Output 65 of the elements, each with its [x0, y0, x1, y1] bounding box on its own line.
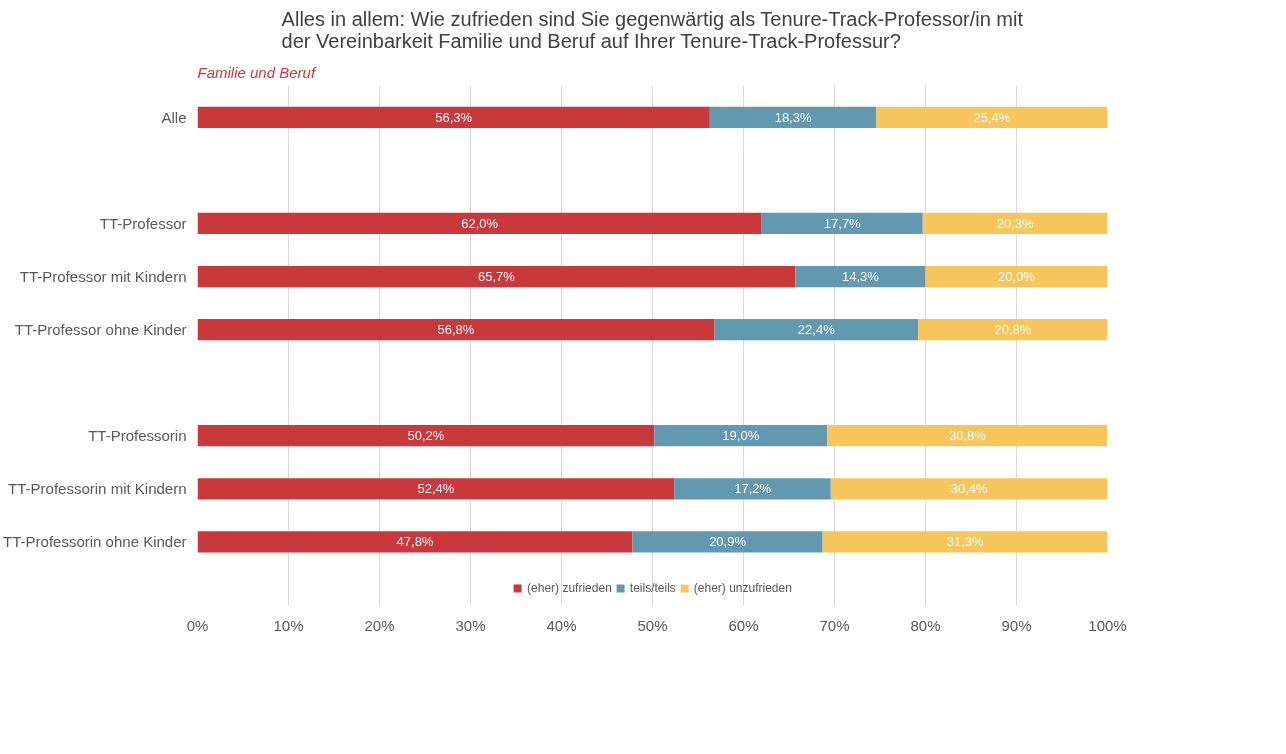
data-label: 19,0%	[722, 428, 760, 444]
data-label: 62,0%	[461, 215, 499, 231]
x-tick-label: 0%	[186, 616, 209, 634]
legend-label: (eher) unzufrieden	[693, 581, 792, 595]
y-tick-label: Alle	[161, 108, 187, 126]
data-label: 56,3%	[435, 109, 473, 125]
bar	[830, 478, 1108, 500]
x-tick-label: 80%	[910, 616, 941, 634]
legend-label: teils/teils	[629, 581, 676, 595]
data-label: 30,8%	[948, 428, 987, 444]
bar	[197, 318, 715, 341]
bar	[761, 212, 923, 235]
y-tick-label: TT-Professorin mit Kindern	[8, 480, 187, 498]
data-label: 22,4%	[797, 322, 836, 338]
x-tick-label: 10%	[273, 616, 304, 634]
data-label: 20,8%	[994, 322, 1032, 338]
data-label: 20,0%	[998, 269, 1036, 285]
data-label: 56,8%	[437, 322, 475, 338]
legend-label: (eher) zufrieden	[527, 581, 612, 595]
bar	[632, 531, 823, 553]
bar	[795, 265, 926, 288]
bar	[922, 212, 1108, 235]
data-label: 52,4%	[417, 481, 455, 497]
bar	[709, 106, 877, 128]
y-tick-label: TT-Professorin ohne Kinder	[3, 533, 187, 551]
x-tick-label: 70%	[819, 616, 850, 634]
data-label: 30,4%	[950, 481, 989, 497]
bar	[918, 318, 1108, 341]
bar	[197, 425, 655, 447]
data-label: 17,2%	[734, 481, 772, 497]
data-label: 20,3%	[996, 215, 1035, 231]
bar	[674, 478, 831, 500]
bar	[197, 265, 796, 288]
bar	[714, 318, 919, 341]
y-tick-label: TT-Professorin	[88, 427, 187, 445]
data-label: 17,7%	[823, 215, 862, 231]
data-label: 65,7%	[478, 269, 516, 285]
y-tick-label: TT-Professor ohne Kinder	[14, 321, 187, 339]
data-label: 20,9%	[709, 534, 747, 550]
x-tick-label: 50%	[637, 616, 668, 634]
data-label: 31,3%	[946, 534, 984, 550]
bar	[197, 531, 633, 553]
y-tick-label: TT-Professor mit Kindern	[19, 268, 187, 286]
chart-title: Alles in allem: Wie zufrieden sind Sie gegenwärtig als Tenure-Track-Professor/in mit der Vereinbarkeit Familie und Beruf auf Ihrer Tenure-Track-Professur?	[281, 7, 1024, 52]
x-tick-label: 30%	[455, 616, 486, 634]
bar	[197, 478, 675, 500]
x-tick-label: 40%	[546, 616, 577, 634]
data-label: 25,4%	[973, 109, 1011, 125]
data-label: 18,3%	[774, 109, 812, 125]
bar	[197, 212, 762, 235]
text: Familie und Beruf	[197, 63, 317, 81]
data-label: 14,3%	[842, 269, 880, 285]
x-tick-label: 60%	[728, 616, 759, 634]
x-tick-label: 20%	[364, 616, 395, 634]
x-tick-label: 90%	[1001, 616, 1032, 634]
data-label: 47,8%	[396, 534, 434, 550]
bar	[876, 106, 1108, 128]
bar	[822, 531, 1108, 553]
x-tick-label: 100%	[1088, 616, 1127, 634]
data-label: 50,2%	[407, 428, 445, 444]
y-tick-label: TT-Professor	[99, 214, 187, 232]
bar	[197, 106, 710, 128]
bar	[925, 265, 1108, 288]
bar	[654, 425, 828, 447]
bar	[827, 425, 1108, 447]
